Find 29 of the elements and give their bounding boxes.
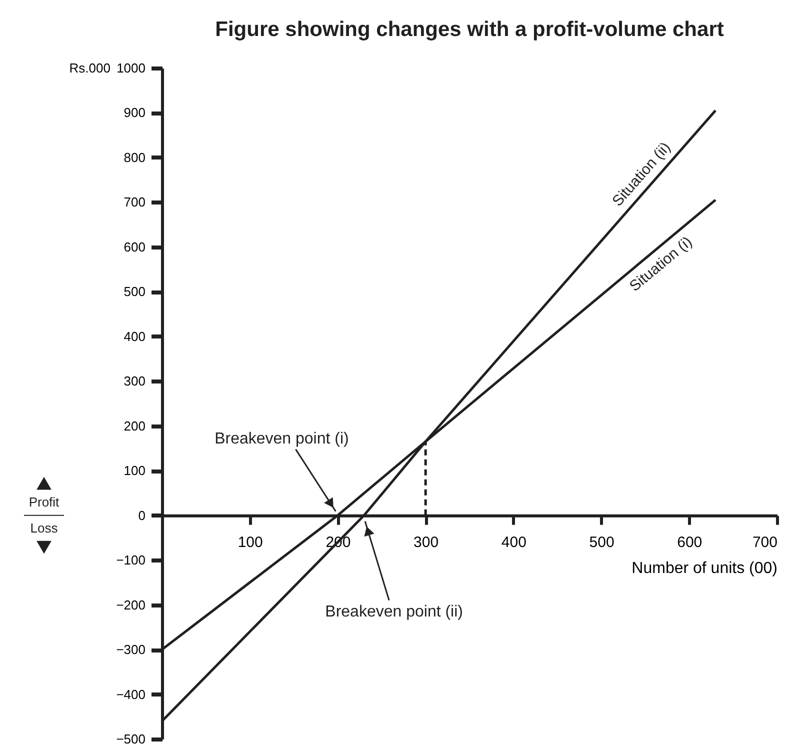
y-tick-label: 800 [124, 150, 146, 165]
chart-title: Figure showing changes with a profit-volume chart [215, 18, 724, 41]
text: Profit [28, 494, 60, 510]
x-tick-label: 100 [238, 534, 263, 551]
annotation: Breakeven point (i) [214, 430, 349, 448]
y-tick-label: −300 [116, 642, 146, 658]
x-axis-title: Number of units (00) [632, 560, 778, 577]
annotation: Breakeven point (ii) [325, 603, 463, 620]
y-tick-label: −200 [116, 597, 146, 612]
y-tick-label: 500 [124, 284, 146, 300]
y-tick-label: 200 [124, 418, 146, 434]
x-tick-label: 500 [589, 534, 614, 551]
y-tick-label: −400 [116, 686, 146, 702]
x-tick-label: 600 [677, 534, 702, 551]
x-tick-label: 400 [501, 534, 526, 551]
x-tick-label: 300 [414, 534, 439, 551]
y-tick-label: −100 [116, 552, 146, 568]
y-tick-label: −500 [116, 732, 146, 745]
y-tick-label: 900 [124, 105, 146, 120]
y-tick-label: 0 [138, 508, 146, 523]
y-tick-label: 300 [124, 374, 146, 389]
y-tick-label: 100 [124, 463, 146, 478]
y-tick-label: 600 [124, 239, 146, 254]
y-tick-label: 700 [124, 194, 146, 210]
text: Loss [30, 520, 58, 536]
y-axis-title: Rs.000 [69, 60, 110, 76]
y-tick-label: 400 [124, 328, 146, 344]
y-tick-label: 1000 [116, 60, 146, 76]
x-tick-label: 700 [752, 534, 778, 551]
